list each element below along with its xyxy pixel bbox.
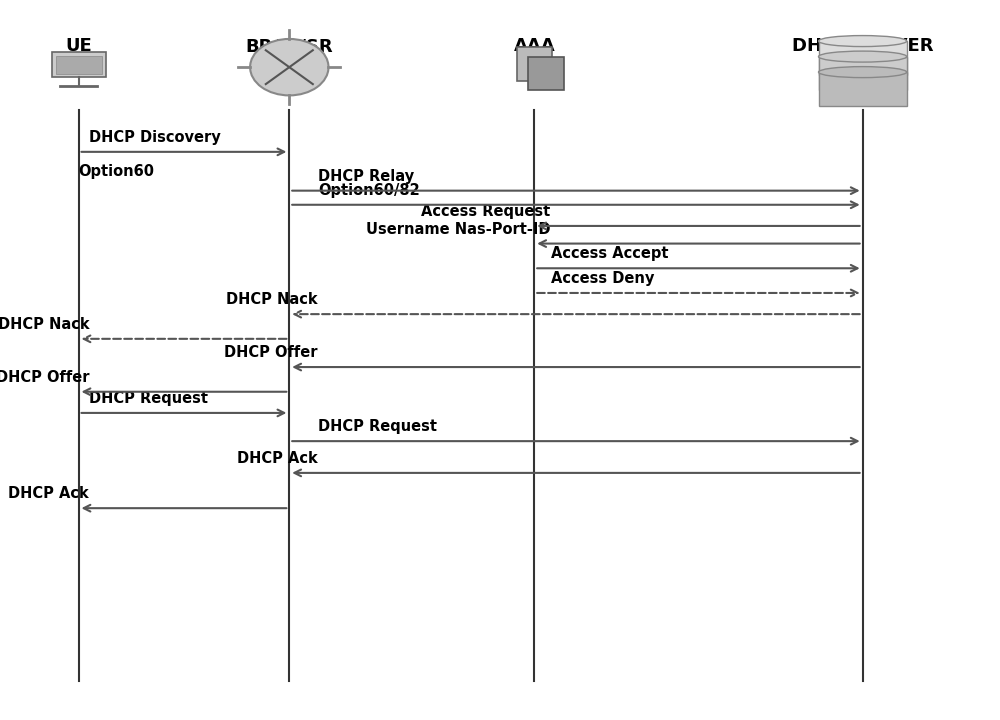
Text: DHCP Discovery: DHCP Discovery: [89, 130, 221, 145]
FancyBboxPatch shape: [818, 41, 907, 75]
FancyBboxPatch shape: [517, 48, 552, 81]
FancyBboxPatch shape: [528, 57, 564, 91]
FancyBboxPatch shape: [818, 72, 907, 106]
FancyBboxPatch shape: [818, 57, 907, 91]
FancyBboxPatch shape: [52, 52, 106, 77]
Text: DHCP Offer: DHCP Offer: [0, 369, 89, 384]
Circle shape: [250, 39, 328, 96]
Text: Access Request: Access Request: [421, 204, 551, 219]
Text: DHCP SERVER: DHCP SERVER: [792, 37, 933, 55]
Ellipse shape: [818, 35, 907, 47]
Text: DHCP Nack: DHCP Nack: [0, 317, 89, 332]
Text: Option60/82: Option60/82: [318, 183, 420, 198]
Text: AAA: AAA: [513, 37, 555, 55]
Text: DHCP Ack: DHCP Ack: [237, 451, 318, 466]
Text: DHCP Relay: DHCP Relay: [318, 168, 414, 184]
Text: Access Accept: Access Accept: [551, 246, 668, 261]
Text: UE: UE: [65, 37, 92, 55]
Ellipse shape: [818, 67, 907, 78]
Text: DHCP Ack: DHCP Ack: [8, 486, 89, 501]
Text: DHCP Nack: DHCP Nack: [226, 292, 318, 307]
Text: Access Deny: Access Deny: [551, 271, 654, 286]
Text: Username Nas-Port-ID: Username Nas-Port-ID: [366, 222, 551, 236]
Text: BRAS/SR: BRAS/SR: [245, 37, 333, 55]
Text: DHCP Request: DHCP Request: [89, 391, 208, 406]
Ellipse shape: [818, 51, 907, 62]
Text: DHCP Offer: DHCP Offer: [224, 345, 318, 360]
Text: DHCP Request: DHCP Request: [318, 419, 437, 434]
FancyBboxPatch shape: [56, 55, 102, 74]
Text: Option60: Option60: [79, 164, 155, 179]
